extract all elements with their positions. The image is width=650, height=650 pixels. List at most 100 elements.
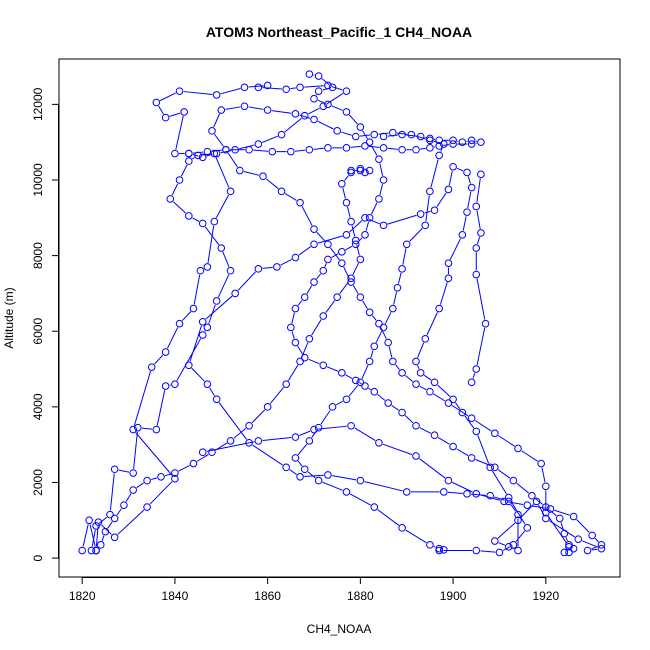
data-point (398, 408, 406, 417)
data-point (435, 304, 443, 313)
series-line-segment (287, 364, 299, 381)
data-point (175, 87, 184, 95)
series-line-segment (350, 145, 361, 148)
series-line-segment (368, 387, 371, 390)
data-point (361, 142, 369, 150)
data-point (467, 140, 476, 148)
data-point (110, 514, 119, 523)
series-line-segment (476, 278, 486, 320)
series-line-segment (82, 524, 89, 547)
series-line-segment (510, 504, 516, 512)
data-point (467, 454, 476, 462)
data-point (305, 145, 314, 154)
series-line-segment (290, 87, 296, 90)
series-6 (92, 164, 374, 555)
series-line-segment (491, 470, 507, 495)
data-point (477, 138, 485, 146)
data-point (370, 342, 379, 351)
series-line-segment (430, 159, 439, 188)
series-4 (185, 130, 485, 158)
series-line-segment (359, 382, 362, 385)
data-point (310, 240, 318, 249)
series-line-segment (301, 206, 313, 226)
series-line-segment (209, 387, 215, 396)
data-point (259, 172, 267, 181)
series-line-segment (402, 248, 407, 265)
data-point (282, 380, 290, 388)
data-point (361, 168, 369, 177)
data-point (435, 151, 443, 160)
data-point (356, 166, 365, 175)
data-point (491, 537, 499, 545)
data-point (217, 244, 226, 252)
series-line-segment (581, 540, 598, 548)
series-line-segment (213, 113, 221, 128)
series-line-segment (419, 458, 446, 479)
data-point (78, 546, 86, 555)
data-point (504, 493, 513, 502)
data-point (171, 469, 179, 477)
series-line-segment (393, 291, 398, 305)
data-point (198, 153, 207, 162)
data-point (449, 140, 457, 148)
data-point (175, 176, 184, 184)
series-line-segment (387, 214, 417, 225)
data-point (542, 508, 550, 517)
data-point (486, 463, 494, 472)
series-line-segment (248, 106, 264, 110)
y-tick-label: 6000 (31, 318, 45, 345)
data-point (389, 304, 397, 313)
data-point (328, 403, 337, 411)
data-point (555, 514, 564, 523)
series-line-segment (498, 435, 515, 447)
data-point (291, 253, 300, 262)
series-line-segment (95, 526, 99, 547)
data-point (546, 505, 555, 513)
series-line-segment (225, 106, 241, 110)
series-line-segment (308, 358, 320, 365)
data-point (426, 134, 434, 143)
data-point (472, 270, 481, 279)
data-point (143, 503, 151, 511)
data-point (210, 217, 219, 226)
series-line-segment (262, 266, 273, 269)
data-point (185, 361, 193, 370)
data-point (180, 108, 188, 116)
data-point (273, 263, 281, 271)
series-line-segment (356, 244, 360, 256)
data-point (263, 403, 272, 411)
data-point (347, 217, 355, 226)
data-point (472, 365, 481, 373)
data-point (157, 473, 165, 481)
data-point (528, 491, 536, 500)
data-point (236, 166, 244, 175)
data-point (212, 297, 221, 305)
series-line-segment (354, 169, 357, 172)
data-point (449, 395, 457, 404)
series-line-segment (167, 327, 179, 349)
series-line-segment (205, 295, 233, 320)
data-point (467, 136, 476, 145)
data-point (347, 274, 355, 283)
data-point (481, 319, 490, 328)
series-line-segment (183, 91, 213, 95)
series-line-segment (313, 147, 324, 150)
data-point (500, 497, 508, 506)
data-point (365, 166, 374, 175)
series-line-segment (149, 481, 173, 505)
data-point (305, 334, 314, 343)
series-line-segment (379, 183, 384, 195)
data-point (398, 130, 406, 139)
series-line-segment (171, 183, 179, 196)
data-point (203, 147, 212, 156)
series-line-segment (262, 437, 292, 441)
data-point (407, 130, 416, 139)
y-axis: 0 2000 4000 6000 8000 10000 12000 (31, 87, 59, 561)
series-line-segment (419, 427, 432, 434)
data-point (226, 266, 235, 275)
series-line-segment (325, 300, 336, 314)
series-line-segment (215, 194, 230, 219)
data-point (319, 312, 328, 320)
series-line-segment (449, 238, 461, 260)
series-line-segment (362, 300, 368, 310)
